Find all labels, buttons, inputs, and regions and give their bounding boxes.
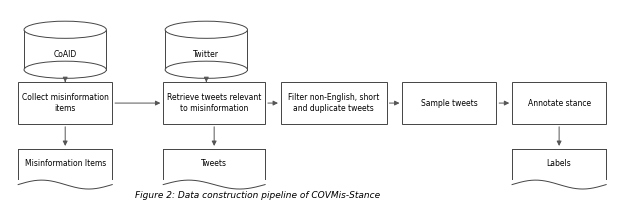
Ellipse shape [24, 61, 106, 78]
Ellipse shape [165, 61, 248, 78]
Ellipse shape [165, 21, 248, 38]
FancyBboxPatch shape [18, 149, 112, 179]
Text: Figure 2: Data construction pipeline of COVMis-Stance: Figure 2: Data construction pipeline of … [134, 191, 380, 200]
Text: Sample tweets: Sample tweets [421, 98, 477, 108]
Text: Collect misinformation
items: Collect misinformation items [22, 93, 109, 113]
Text: Annotate stance: Annotate stance [527, 98, 591, 108]
Text: Filter non-English, short
and duplicate tweets: Filter non-English, short and duplicate … [288, 93, 380, 113]
Text: Labels: Labels [547, 159, 572, 168]
FancyBboxPatch shape [403, 82, 497, 124]
Text: Twitter: Twitter [193, 49, 220, 58]
FancyBboxPatch shape [18, 82, 112, 124]
FancyBboxPatch shape [163, 149, 265, 179]
FancyBboxPatch shape [281, 82, 387, 124]
Text: Misinformation Items: Misinformation Items [24, 159, 106, 168]
Text: Retrieve tweets relevant
to misinformation: Retrieve tweets relevant to misinformati… [167, 93, 261, 113]
FancyBboxPatch shape [165, 30, 248, 70]
Text: Tweets: Tweets [201, 159, 227, 168]
Polygon shape [163, 149, 265, 189]
FancyBboxPatch shape [512, 149, 606, 179]
FancyBboxPatch shape [24, 30, 106, 70]
Text: CoAID: CoAID [54, 49, 77, 58]
Ellipse shape [24, 21, 106, 38]
FancyBboxPatch shape [163, 82, 265, 124]
FancyBboxPatch shape [512, 82, 606, 124]
Polygon shape [512, 149, 606, 189]
Polygon shape [18, 149, 112, 189]
